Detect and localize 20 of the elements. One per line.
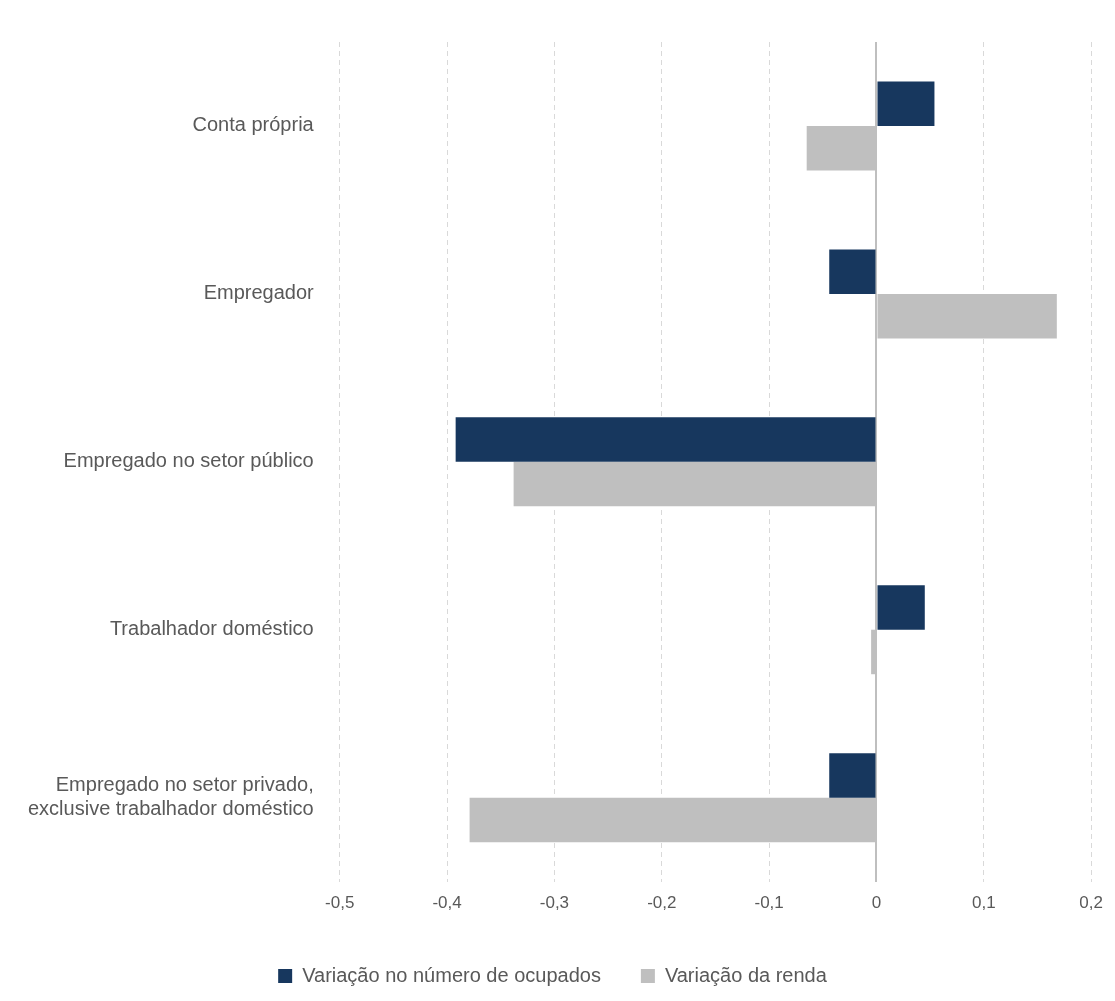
x-tick-label: 0,2 (1079, 893, 1103, 913)
x-tick-label: -0,3 (539, 893, 570, 913)
y-tick-label: Empregado no setor público (63, 449, 314, 472)
y-tick-label: Trabalhador doméstico (109, 617, 314, 640)
bar (829, 249, 876, 294)
bar (829, 753, 876, 798)
x-tick-label: 0 (871, 893, 882, 913)
x-tick-label: -0,1 (754, 893, 784, 913)
legend-label: Variação no número de ocupados (302, 963, 601, 986)
bar (455, 417, 876, 462)
x-tick-label: -0,2 (647, 893, 677, 913)
bar (877, 81, 935, 126)
x-tick-label: -0,5 (325, 893, 355, 913)
x-tick-label: 0,1 (972, 893, 996, 913)
y-tick-label: Empregado no setor privado, exclusive trabalhador doméstico (28, 773, 314, 820)
bar (877, 585, 925, 630)
legend-label: Variação da renda (664, 963, 828, 986)
x-tick-label: -0,4 (432, 893, 462, 913)
y-tick-label: Conta própria (192, 113, 315, 136)
y-tick-label: Empregador (203, 281, 315, 304)
